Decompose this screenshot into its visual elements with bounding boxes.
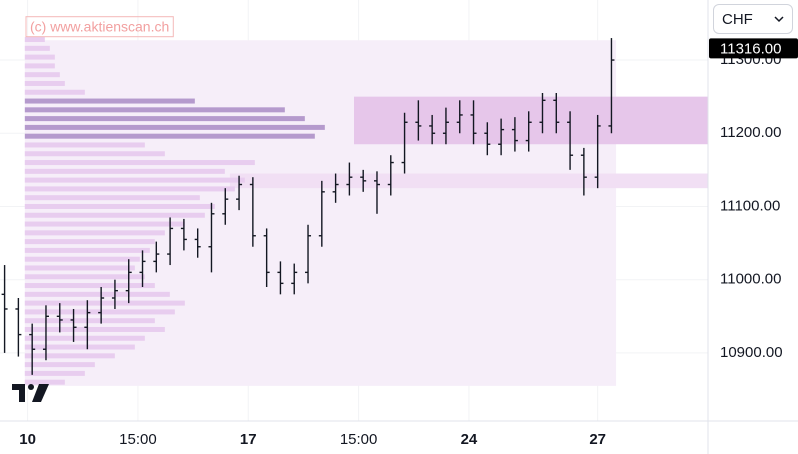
logo-shape [32,384,49,402]
volume-profile-bar [24,45,50,51]
y-tick-label: 10900.00 [720,344,783,361]
volume-profile-bar [24,265,135,271]
volume-profile-bar [24,168,225,174]
last-price-tag [709,38,798,59]
volume-profile-bar [24,335,145,341]
volume-profile-bar [24,300,185,306]
y-tick-label: 11100.00 [720,197,780,214]
y-tick-label: 11000.00 [720,271,781,288]
volume-profile-bar [24,80,65,86]
volume-profile-bar [24,247,150,253]
volume-profile-bar [24,177,245,183]
x-tick-label: 15:00 [119,431,157,448]
price-zone [354,96,708,145]
volume-profile-bar [24,353,115,359]
volume-profile-bar [24,344,135,350]
chevron [774,16,784,23]
currency-label: CHF [722,10,753,28]
volume-profile-bar [24,133,315,139]
x-tick-label: 27 [589,431,606,448]
volume-profile-bar [24,151,165,157]
volume-profile-bar [24,256,140,262]
logo-shape [12,384,25,402]
volume-profile-bar [24,326,165,332]
volume-profile-bar [24,54,55,60]
y-tick-label: 11200.00 [720,124,781,141]
volume-profile-bar [24,239,155,245]
volume-profile-bar [24,221,185,227]
volume-profile-bar [24,362,95,368]
volume-profile-bar [24,318,155,324]
volume-profile-bar [24,107,285,113]
volume-profile-bar [24,309,175,315]
watermark-border [25,16,174,38]
last-price-label: 11316.00 [720,40,781,57]
volume-profile-bar [24,63,55,69]
volume-profile-bar [24,370,85,376]
volume-profile-bar [24,98,195,104]
volume-profile-bar [24,142,145,148]
volume-profile-bar [24,160,255,166]
tradingview-logo [12,384,49,402]
volume-profile-bar [24,274,145,280]
volume-profile-bar [24,37,45,43]
volume-profile-bar [24,186,235,192]
price-zone [229,173,709,189]
volume-profile-bar [24,72,60,78]
x-tick-label: 17 [240,431,257,448]
volume-profile-bar [24,195,200,201]
x-tick-label: 15:00 [340,431,378,448]
currency-select[interactable]: CHF [713,4,793,34]
x-tick-label: 10 [19,431,36,448]
volume-profile-bar [24,230,165,236]
volume-profile-bar [24,212,205,218]
logo-shape [28,384,34,390]
volume-profile-bar [24,283,155,289]
volume-profile-bar [24,291,170,297]
x-tick-label: 24 [461,431,478,448]
volume-profile-bar [24,89,85,95]
volume-profile-bar [24,379,65,385]
volume-profile-bar [24,124,325,130]
watermark: (c) www.aktienscan.ch [30,19,169,35]
volume-profile-bar [24,116,305,122]
volume-profile-bar [24,203,215,209]
